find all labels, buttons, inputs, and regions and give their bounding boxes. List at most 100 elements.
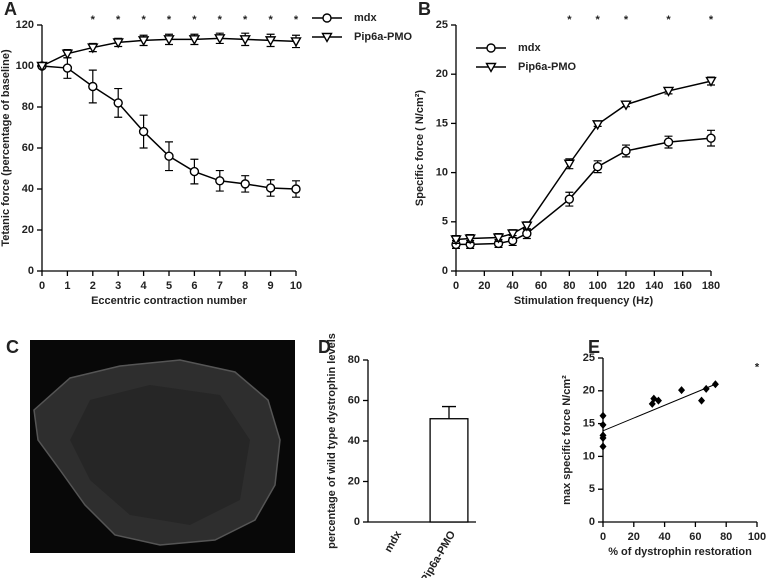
y-tick-label: 20 xyxy=(22,224,34,236)
series-line xyxy=(455,80,712,241)
marker xyxy=(654,396,662,405)
marker xyxy=(264,36,277,47)
x-tick-label: 140 xyxy=(645,280,663,292)
marker xyxy=(112,38,124,49)
marker xyxy=(291,184,301,194)
marker xyxy=(240,179,250,189)
marker xyxy=(599,420,607,429)
y-tick-label: 60 xyxy=(22,142,34,154)
y-tick-label: 0 xyxy=(589,516,595,528)
trendline xyxy=(602,383,716,432)
marker xyxy=(599,442,607,451)
x-tick-label: 80 xyxy=(720,531,732,543)
marker xyxy=(591,120,604,131)
y-axis-label: Tetanic force (percentage of baseline) xyxy=(0,49,12,247)
x-tick-label: 40 xyxy=(658,531,670,543)
marker xyxy=(290,37,302,48)
y-tick-label: 10 xyxy=(583,450,595,462)
marker xyxy=(215,176,225,186)
x-tick-label: 80 xyxy=(563,280,575,292)
y-tick-label: 20 xyxy=(583,385,595,397)
x-axis-label: Eccentric contraction number xyxy=(91,295,248,307)
significance-mark: * xyxy=(268,14,273,26)
x-tick-label: 5 xyxy=(166,280,172,292)
panel-label: A xyxy=(4,0,17,19)
marker xyxy=(137,36,150,47)
y-tick-label: 20 xyxy=(436,68,448,80)
x-tick-label: 7 xyxy=(217,280,223,292)
marker xyxy=(164,151,174,161)
marker xyxy=(599,411,607,420)
x-tick-label: 40 xyxy=(507,280,519,292)
marker xyxy=(620,100,632,111)
microscopy-image xyxy=(30,340,295,553)
marker xyxy=(711,380,719,389)
x-tick-label: 0 xyxy=(453,280,459,292)
x-tick-label: 60 xyxy=(535,280,547,292)
x-tick-label: 6 xyxy=(191,280,197,292)
x-tick-label: mdx xyxy=(382,528,404,554)
x-tick-label: 60 xyxy=(689,531,701,543)
x-tick-label: 20 xyxy=(628,531,640,543)
marker xyxy=(678,386,686,395)
x-tick-label: 1 xyxy=(64,280,70,292)
x-tick-label: 9 xyxy=(268,280,274,292)
x-tick-label: 100 xyxy=(588,280,606,292)
y-tick-label: 60 xyxy=(348,394,360,406)
significance-mark: * xyxy=(294,14,299,26)
marker xyxy=(163,35,175,46)
x-tick-label: 180 xyxy=(702,280,720,292)
marker xyxy=(450,235,462,246)
legend-marker xyxy=(485,62,497,73)
marker xyxy=(702,384,710,393)
legend-marker xyxy=(322,13,332,23)
marker xyxy=(36,61,48,72)
significance-mark: * xyxy=(666,14,671,26)
x-tick-label: 20 xyxy=(478,280,490,292)
y-tick-label: 15 xyxy=(583,418,595,430)
significance-mark: * xyxy=(567,14,572,26)
x-tick-label: 100 xyxy=(748,531,766,543)
y-axis-label: max specific force N/cm² xyxy=(561,375,573,505)
marker xyxy=(564,194,575,204)
y-axis-label: percentage of wild type dystrophin level… xyxy=(326,333,338,549)
marker xyxy=(521,221,533,232)
y-tick-label: 80 xyxy=(22,101,34,113)
y-tick-label: 15 xyxy=(436,117,448,129)
legend-marker xyxy=(321,32,333,43)
marker xyxy=(599,434,607,443)
significance-mark: * xyxy=(596,14,601,26)
marker xyxy=(563,159,576,170)
panel-label: C xyxy=(6,337,19,357)
y-tick-label: 100 xyxy=(16,60,34,72)
marker xyxy=(61,49,74,60)
panel-label: B xyxy=(418,0,431,19)
marker xyxy=(113,98,123,108)
panel-label: D xyxy=(318,337,331,357)
marker xyxy=(189,166,200,177)
marker xyxy=(698,396,706,405)
y-tick-label: 0 xyxy=(354,516,360,528)
y-tick-label: 5 xyxy=(442,216,448,228)
y-axis-label: Specific force ( N/cm²) xyxy=(414,90,426,206)
y-tick-label: 25 xyxy=(436,19,448,31)
significance-mark: * xyxy=(192,14,197,26)
significance-mark: * xyxy=(243,14,248,26)
marker xyxy=(214,34,226,45)
marker xyxy=(621,146,631,156)
error-bar xyxy=(442,405,456,419)
x-tick-label: 10 xyxy=(290,280,302,292)
significance-mark: * xyxy=(709,14,714,26)
y-tick-label: 10 xyxy=(436,167,448,179)
marker xyxy=(239,35,251,46)
marker xyxy=(87,43,99,54)
y-tick-label: 40 xyxy=(22,183,34,195)
y-tick-label: 80 xyxy=(348,354,360,366)
marker xyxy=(88,81,98,92)
x-axis-label: % of dystrophin restoration xyxy=(608,546,752,558)
marker xyxy=(663,137,674,147)
legend-label: mdx xyxy=(354,12,378,24)
significance-mark: * xyxy=(116,14,121,26)
y-tick-label: 0 xyxy=(28,265,34,277)
